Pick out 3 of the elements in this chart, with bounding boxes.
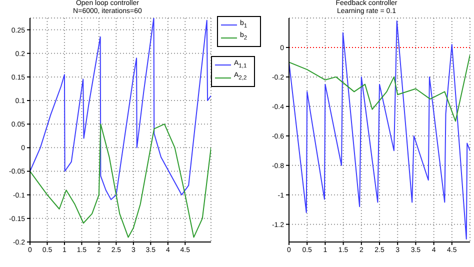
line-series [289,54,470,122]
line-series [289,20,470,240]
line-series [30,124,211,238]
